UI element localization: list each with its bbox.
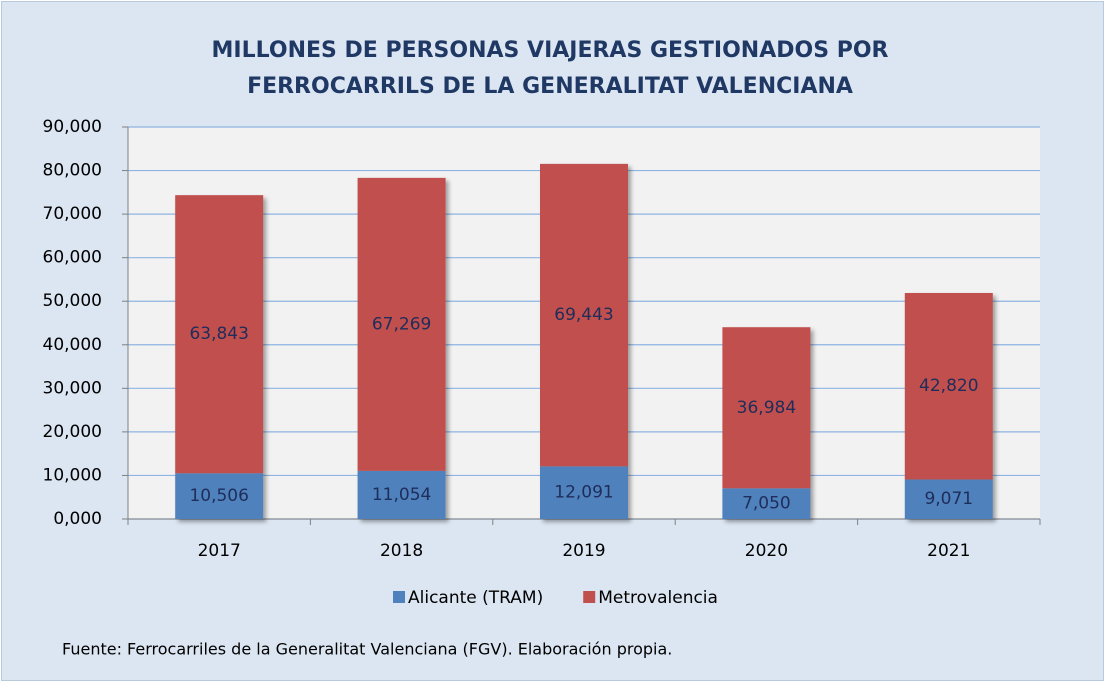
bar-stack — [540, 163, 628, 519]
bar-segment — [904, 292, 993, 480]
y-tick-label: 70,000 — [43, 204, 102, 224]
data-label: 11,054 — [372, 485, 431, 505]
y-tick-label: 80,000 — [43, 161, 102, 181]
data-label: 63,843 — [189, 324, 248, 344]
legend-swatch — [393, 591, 405, 603]
data-label: 10,506 — [189, 486, 248, 506]
bar-segment — [904, 479, 993, 519]
bar-segment — [175, 195, 264, 474]
bar-stack — [722, 327, 811, 519]
bar-segment — [540, 466, 628, 519]
data-label: 36,984 — [737, 398, 796, 418]
data-label: 7,050 — [742, 494, 791, 514]
data-label: 12,091 — [554, 483, 613, 503]
bar-segment — [175, 473, 264, 519]
x-tick-label: 2020 — [745, 541, 788, 561]
data-label: 67,269 — [372, 314, 431, 334]
y-tick-label: 40,000 — [43, 335, 102, 355]
x-tick-label: 2021 — [927, 541, 970, 561]
bar-segment — [722, 488, 811, 519]
source: Fuente: Ferrocarriles de la Generalitat … — [62, 640, 672, 659]
legend-label: Alicante (TRAM) — [408, 588, 543, 608]
bar-stack — [357, 177, 446, 519]
y-tick-label: 0,000 — [53, 509, 102, 529]
y-tick-label: 90,000 — [43, 117, 102, 137]
x-tick-label: 2019 — [562, 541, 605, 561]
y-tick-label: 30,000 — [43, 378, 102, 398]
y-tick-label: 60,000 — [43, 248, 102, 268]
bar-stack — [175, 195, 264, 519]
bar-segment — [540, 163, 628, 467]
chart-title: MILLONES DE PERSONAS VIAJERAS GESTIONADO… — [211, 38, 889, 99]
legend-swatch — [583, 591, 596, 603]
bar-segment — [357, 470, 446, 519]
bar-segment — [357, 177, 446, 471]
data-label: 69,443 — [554, 305, 613, 325]
bar-stack — [904, 292, 993, 519]
legend-label: Metrovalencia — [598, 588, 718, 608]
y-tick-label: 50,000 — [43, 291, 102, 311]
data-label: 42,820 — [919, 376, 978, 396]
y-tick-label: 10,000 — [43, 465, 102, 485]
data-label: 9,071 — [924, 489, 973, 509]
bar-segment — [722, 327, 811, 489]
x-tick-label: 2017 — [198, 541, 241, 561]
y-tick-label: 20,000 — [43, 422, 102, 442]
x-tick-label: 2018 — [380, 541, 423, 561]
